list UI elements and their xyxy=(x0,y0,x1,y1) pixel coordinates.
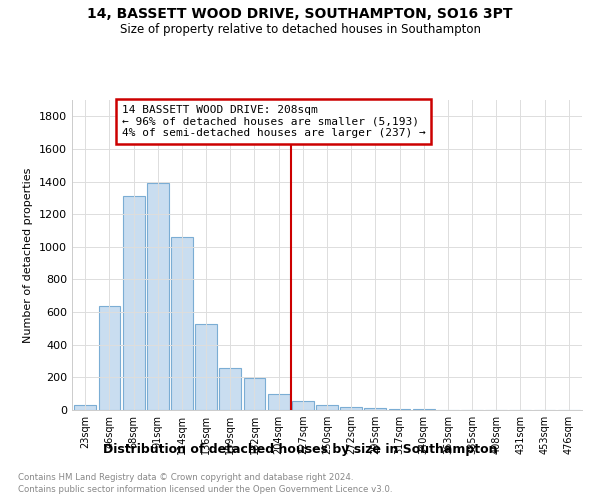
Text: Contains public sector information licensed under the Open Government Licence v3: Contains public sector information licen… xyxy=(18,485,392,494)
Bar xyxy=(98,306,121,410)
Text: Contains HM Land Registry data © Crown copyright and database right 2024.: Contains HM Land Registry data © Crown c… xyxy=(18,472,353,482)
Text: 14, BASSETT WOOD DRIVE, SOUTHAMPTON, SO16 3PT: 14, BASSETT WOOD DRIVE, SOUTHAMPTON, SO1… xyxy=(87,8,513,22)
Text: Distribution of detached houses by size in Southampton: Distribution of detached houses by size … xyxy=(103,442,497,456)
Bar xyxy=(244,378,265,410)
Bar xyxy=(74,405,96,410)
Bar xyxy=(171,237,193,410)
Bar xyxy=(195,324,217,410)
Text: 14 BASSETT WOOD DRIVE: 208sqm
← 96% of detached houses are smaller (5,193)
4% of: 14 BASSETT WOOD DRIVE: 208sqm ← 96% of d… xyxy=(122,105,425,138)
Text: Size of property relative to detached houses in Southampton: Size of property relative to detached ho… xyxy=(119,22,481,36)
Bar xyxy=(147,183,169,410)
Bar xyxy=(389,409,410,410)
Y-axis label: Number of detached properties: Number of detached properties xyxy=(23,168,34,342)
Bar xyxy=(340,407,362,410)
Bar xyxy=(364,408,386,410)
Bar xyxy=(316,405,338,410)
Bar xyxy=(268,394,290,410)
Bar xyxy=(220,368,241,410)
Bar xyxy=(123,196,145,410)
Bar xyxy=(292,401,314,410)
